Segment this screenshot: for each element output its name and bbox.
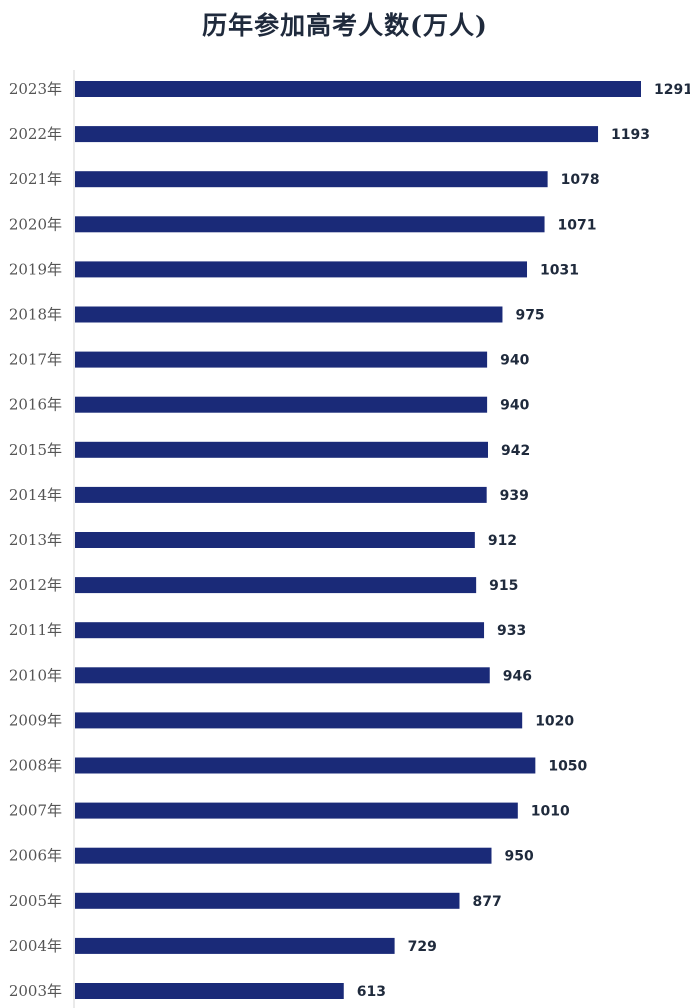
category-label: 2016年 — [9, 396, 62, 414]
category-label: 2011年 — [9, 621, 62, 639]
bar — [75, 532, 475, 548]
data-label: 912 — [488, 533, 517, 549]
bar — [75, 667, 490, 684]
category-label: 2021年 — [9, 170, 62, 188]
category-label: 2020年 — [9, 215, 62, 233]
bar — [75, 441, 488, 458]
category-label: 2018年 — [9, 306, 62, 324]
category-label: 2012年 — [9, 576, 62, 594]
data-label: 1010 — [531, 804, 570, 820]
data-label: 1050 — [548, 759, 587, 775]
bar — [75, 261, 528, 278]
data-label: 933 — [497, 623, 526, 639]
category-label: 2010年 — [9, 666, 62, 684]
category-label: 2015年 — [9, 441, 62, 459]
category-label: 2003年 — [9, 982, 62, 1000]
category-label: 2008年 — [9, 757, 62, 775]
data-label: 915 — [489, 578, 518, 594]
category-label: 2013年 — [9, 531, 62, 549]
data-label: 940 — [500, 353, 529, 369]
category-label: 2006年 — [9, 847, 62, 865]
bar — [75, 983, 344, 999]
data-label: 939 — [500, 488, 529, 504]
category-label: 2022年 — [9, 125, 62, 143]
category-label: 2005年 — [9, 892, 62, 910]
bar — [75, 847, 492, 864]
category-label: 2017年 — [9, 351, 62, 369]
data-label: 975 — [515, 308, 544, 324]
chart-title: 历年参加高考人数(万人) — [202, 11, 488, 40]
data-label: 940 — [500, 398, 529, 414]
category-label: 2004年 — [9, 937, 62, 955]
data-label: 1193 — [611, 127, 650, 143]
bar — [75, 577, 477, 594]
data-label: 1031 — [540, 262, 579, 278]
data-label: 1291 — [654, 82, 690, 98]
data-label: 1071 — [558, 217, 597, 233]
bar — [75, 216, 545, 233]
bar — [75, 802, 518, 819]
category-label: 2009年 — [9, 711, 62, 729]
data-label: 1078 — [561, 172, 600, 188]
bar — [75, 937, 395, 954]
category-label: 2019年 — [9, 260, 62, 278]
data-label: 950 — [504, 849, 533, 865]
data-label: 877 — [472, 894, 501, 910]
bar — [75, 81, 641, 97]
bars-group: 2023年 1291 2022年 1193 2021年 1078 2020年 1071 2019… — [9, 80, 690, 1000]
category-label: 2014年 — [9, 486, 62, 504]
data-label: 946 — [503, 668, 532, 684]
category-label: 2007年 — [9, 802, 62, 820]
bar — [75, 126, 599, 143]
bar — [75, 306, 503, 323]
category-label: 2023年 — [9, 80, 62, 98]
bar — [75, 171, 548, 188]
data-label: 1020 — [535, 713, 574, 729]
bar — [75, 892, 460, 909]
bar — [75, 712, 523, 729]
bar — [75, 396, 488, 413]
bar — [75, 622, 485, 639]
data-label: 729 — [408, 939, 437, 955]
bar — [75, 351, 488, 368]
data-label: 942 — [501, 443, 530, 459]
data-label: 613 — [357, 984, 386, 1000]
bar — [75, 757, 536, 774]
bar — [75, 486, 487, 503]
